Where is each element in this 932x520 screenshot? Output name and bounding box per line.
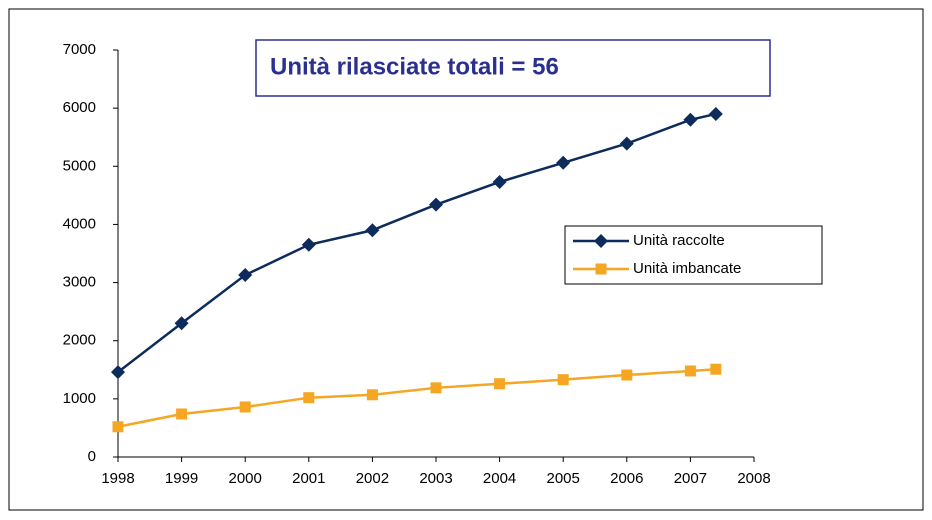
marker [238, 268, 253, 283]
y-tick-label: 6000 [63, 99, 96, 116]
legend-marker [595, 263, 607, 275]
marker [710, 363, 722, 375]
x-tick-label: 2000 [229, 470, 262, 487]
marker [303, 392, 315, 404]
marker [174, 316, 189, 331]
x-tick-label: 1999 [165, 470, 198, 487]
y-tick-label: 4000 [63, 215, 96, 232]
legend-marker [594, 234, 608, 248]
y-tick-label: 1000 [63, 390, 96, 407]
marker [301, 237, 316, 252]
marker [239, 401, 251, 413]
marker [684, 365, 696, 377]
marker [111, 365, 125, 380]
legend-label: Unità imbancate [633, 260, 741, 277]
x-tick-label: 1998 [101, 470, 134, 487]
y-tick-label: 5000 [63, 157, 96, 174]
chart-title: Unità rilasciate totali = 56 [270, 53, 559, 80]
marker [430, 382, 442, 394]
x-tick-label: 2002 [356, 470, 389, 487]
x-tick-label: 2003 [419, 470, 452, 487]
y-tick-label: 0 [88, 448, 96, 465]
x-tick-label: 2005 [547, 470, 580, 487]
marker [429, 197, 443, 212]
marker [621, 369, 633, 381]
x-tick-label: 2007 [674, 470, 707, 487]
marker [492, 174, 507, 189]
marker [365, 223, 380, 238]
x-tick-label: 2004 [483, 470, 516, 487]
marker [494, 378, 506, 390]
marker [556, 155, 571, 170]
x-tick-label: 2001 [292, 470, 325, 487]
marker [366, 389, 378, 401]
marker [708, 106, 723, 121]
x-tick-label: 2006 [610, 470, 643, 487]
y-tick-label: 2000 [63, 332, 96, 349]
y-tick-label: 7000 [63, 41, 96, 58]
x-tick-label: 2008 [737, 470, 770, 487]
y-tick-label: 3000 [63, 274, 96, 291]
legend-box [564, 225, 823, 285]
marker [112, 421, 124, 433]
marker [683, 112, 698, 127]
legend-label: Unità raccolte [633, 232, 725, 249]
title-box [255, 39, 771, 97]
marker [619, 136, 634, 151]
marker [557, 374, 569, 386]
marker [176, 408, 188, 420]
